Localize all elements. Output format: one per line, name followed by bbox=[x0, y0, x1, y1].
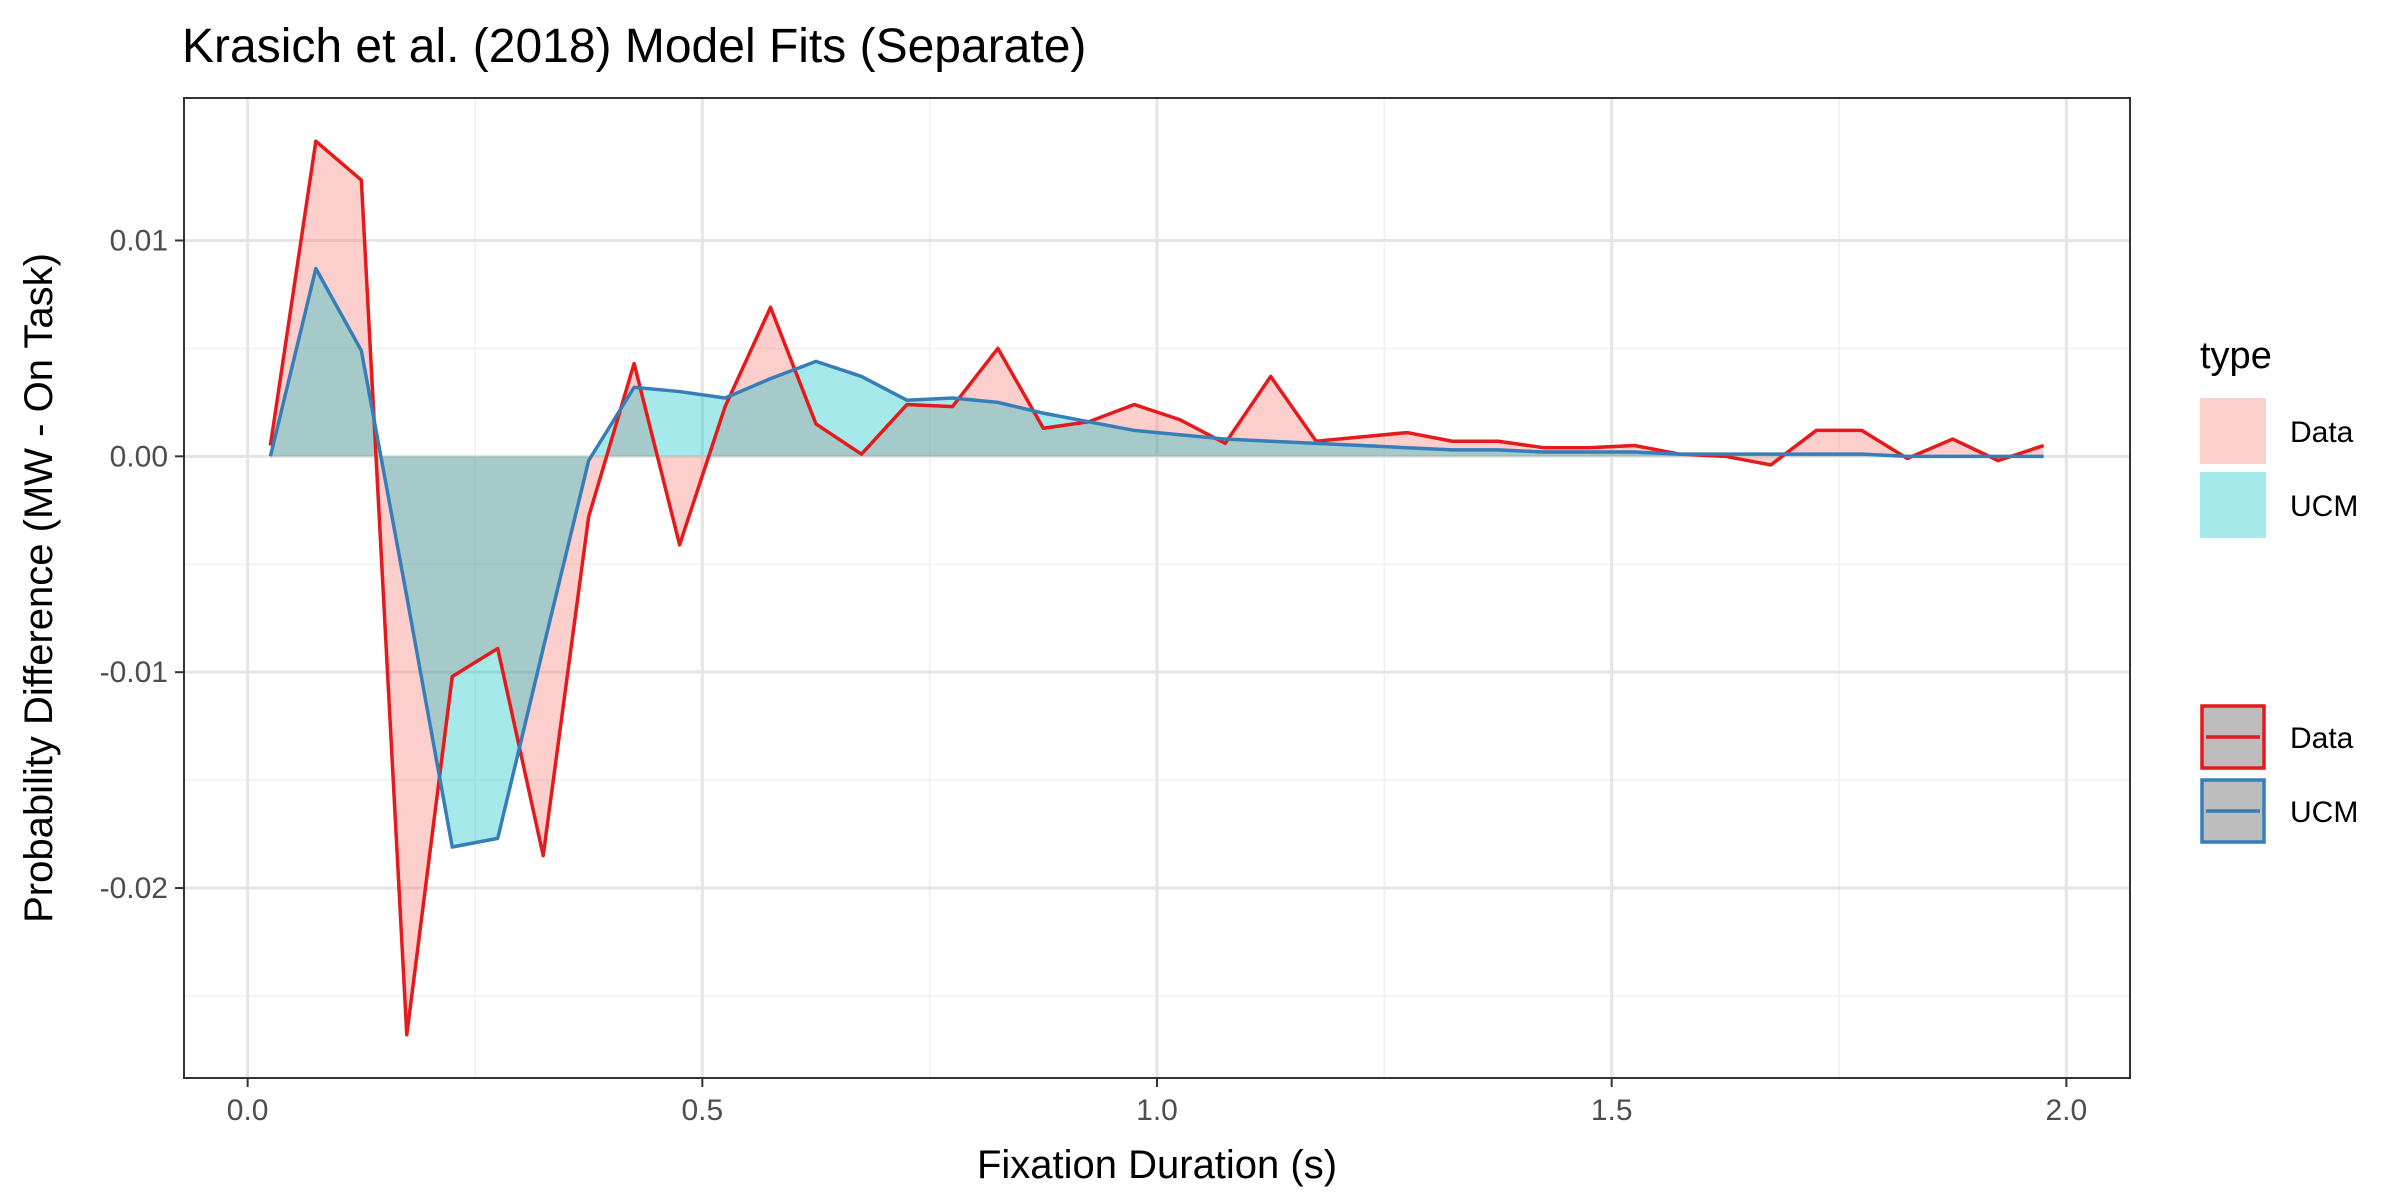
x-tick-label: 1.0 bbox=[1136, 1094, 1178, 1127]
x-axis: 0.0 0.5 1.0 1.5 2.0 bbox=[227, 1078, 2087, 1127]
legend-key-fill-ucm bbox=[2200, 472, 2266, 538]
legend-label: UCM bbox=[2290, 490, 2358, 523]
y-tick-label: -0.01 bbox=[100, 656, 168, 689]
x-tick-label: 1.5 bbox=[1591, 1094, 1633, 1127]
x-tick-label: 0.0 bbox=[227, 1094, 269, 1127]
y-tick-label: 0.01 bbox=[110, 224, 168, 257]
legend-label: Data bbox=[2290, 416, 2354, 449]
x-tick-label: 2.0 bbox=[2045, 1094, 2087, 1127]
legend-label: Data bbox=[2290, 722, 2354, 755]
y-axis-title: Probability Difference (MW - On Task) bbox=[17, 253, 61, 923]
x-axis-title: Fixation Duration (s) bbox=[977, 1143, 1337, 1187]
legend-key-fill-data bbox=[2200, 398, 2266, 464]
area-layer bbox=[270, 141, 2044, 1035]
area-ucm bbox=[270, 268, 2044, 848]
legend-title: type bbox=[2200, 335, 2272, 377]
grid-major bbox=[184, 98, 2130, 1078]
line-ucm bbox=[268, 266, 2044, 849]
line-layer bbox=[268, 139, 2045, 1037]
y-tick-label: -0.02 bbox=[100, 872, 168, 905]
y-tick-label: 0.00 bbox=[110, 440, 168, 473]
chart-title: Krasich et al. (2018) Model Fits (Separa… bbox=[182, 20, 1086, 73]
legend-label: UCM bbox=[2290, 796, 2358, 829]
line-data bbox=[268, 139, 2045, 1037]
x-tick-label: 0.5 bbox=[681, 1094, 723, 1127]
legend: type Data UCM Data UCM bbox=[2200, 335, 2358, 844]
y-axis: -0.02 -0.01 0.00 0.01 bbox=[100, 224, 184, 905]
